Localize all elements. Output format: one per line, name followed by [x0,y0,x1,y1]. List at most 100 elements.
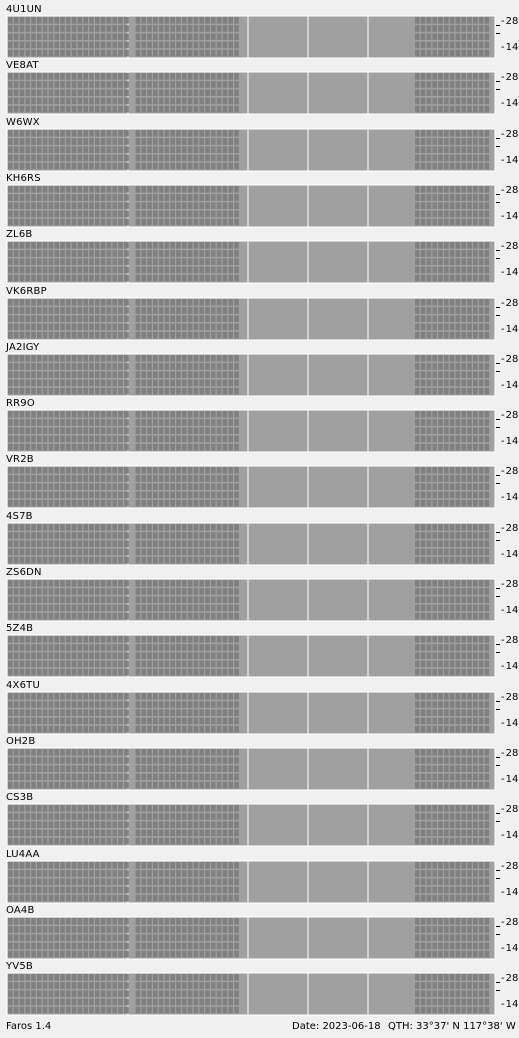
beacon-panel: 4X6TU2814 [0,678,519,736]
signal-cell [432,314,437,322]
signal-cell [426,81,432,89]
signal-cell [176,242,181,249]
signal-cell [83,652,88,660]
signal-cell [449,106,455,113]
signal-cell [211,950,216,958]
signal-cell [141,588,146,595]
signal-cell [25,829,30,837]
signal-cell [66,194,71,201]
signal-cell [467,33,472,40]
signal-cell [211,33,216,40]
signal-cell [222,982,228,989]
signal-cell [222,877,228,885]
signal-cell [112,411,117,418]
signal-cell [100,362,106,370]
signal-cell [83,523,88,531]
signal-cell [124,773,129,781]
signal-cell [205,154,210,161]
signal-cell [420,942,426,949]
signal-cell [228,982,233,989]
signal-cell [19,33,25,40]
signal-cell [176,644,181,652]
signal-cell [222,781,228,789]
signal-cell [193,596,199,603]
signal-cell [54,387,59,395]
signal-cell [216,604,222,612]
signal-cell [438,49,443,57]
signal-cell [461,837,466,845]
signal-cell [455,669,461,676]
signal-cell [153,210,158,218]
signal-cell [193,354,199,362]
signal-cell [66,371,71,378]
signal-cell [455,644,461,652]
signal-cell [83,877,88,885]
signal-cell [158,443,164,451]
signal-cell [42,379,48,386]
signal-cell [77,604,83,612]
signal-cell [222,73,228,80]
signal-cell [199,306,204,314]
signal-cell [153,306,158,314]
signal-cell [83,362,88,370]
signal-cell [415,942,420,949]
signal-cell [66,145,71,153]
signal-cell [83,748,88,756]
signal-cell [31,644,36,652]
signal-cell [234,669,239,676]
signal-cell [60,757,65,764]
signal-cell [420,387,426,395]
signal-cell [211,97,216,105]
signal-cell [234,998,239,1006]
signal-cell [216,362,222,370]
signal-cell [158,700,164,708]
signal-cell [112,974,117,981]
signal-cell [141,419,146,426]
signal-cell [147,604,152,612]
signal-cell [83,998,88,1006]
signal-cell [420,185,426,193]
signal-cell [100,669,106,676]
signal-cell [211,861,216,869]
signal-cell [211,974,216,981]
signal-cell [124,81,129,89]
signal-cell [484,202,490,209]
signal-cell [153,950,158,958]
grid-background [6,409,496,453]
signal-cell [461,861,466,869]
signal-cell [135,886,141,893]
signal-cell [112,861,117,869]
signal-cell [135,274,141,282]
signal-cell [106,298,112,306]
signal-cell [449,17,455,24]
signal-cell [25,49,30,57]
signal-cell [199,41,204,49]
signal-cell [60,427,65,435]
signal-cell [187,821,193,829]
signal-cell [455,612,461,620]
signal-cell [211,636,216,643]
signal-cell [66,894,71,901]
signal-cell [141,17,146,24]
signal-cell [37,982,42,989]
signal-cell [83,925,88,933]
signal-cell [135,266,141,274]
signal-cell [95,97,100,105]
signal-cell [199,137,204,145]
signal-cell [54,49,59,57]
signal-cell [13,154,19,161]
signal-cell [461,821,466,829]
signal-cell [455,588,461,595]
signal-cell [211,700,216,708]
signal-cell [182,861,187,869]
signal-cell [60,266,65,274]
signal-cell [176,917,181,925]
signal-cell [147,998,152,1006]
signal-cell [8,1006,13,1014]
signal-cell [141,917,146,925]
signal-cell [89,362,94,370]
signal-cell [13,604,19,612]
signal-cell [193,540,199,547]
signal-cell [60,821,65,829]
signal-cell [8,314,13,322]
